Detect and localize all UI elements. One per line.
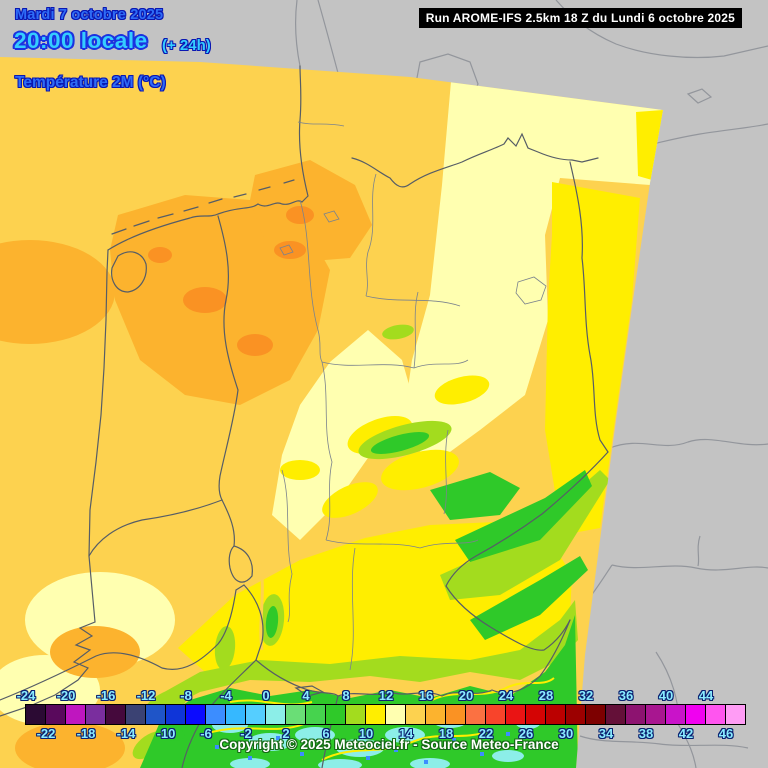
scale-cell [226,705,246,724]
scale-tick-label: 16 [418,688,434,703]
scale-cell [566,705,586,724]
scale-tick-label: -14 [116,726,136,741]
scale-tick-label: 8 [342,688,350,703]
scale-tick-label: 26 [518,726,534,741]
scale-tick-label: -18 [76,726,96,741]
scale-tick-label: 20 [458,688,474,703]
scale-tick-label: -16 [96,688,116,703]
parameter-label: Température 2M (°C) [15,74,166,91]
scale-tick-label: 42 [678,726,694,741]
scale-tick-label: 28 [538,688,554,703]
scale-cell [306,705,326,724]
scale-tick-label: 14 [398,726,414,741]
scale-tick-label: 34 [598,726,614,741]
scale-cell [346,705,366,724]
scale-cell [726,705,745,724]
scale-tick-label: 36 [618,688,634,703]
scale-cell [106,705,126,724]
scale-tick-label: 2 [282,726,290,741]
scale-tick-label: -24 [16,688,36,703]
scale-tick-label: -4 [220,688,232,703]
scale-cell [706,705,726,724]
scale-tick-label: -10 [156,726,176,741]
map-borders-states [279,121,547,671]
scale-cell [126,705,146,724]
scale-cell [646,705,666,724]
scale-cell [66,705,86,724]
scale-tick-label: 44 [698,688,714,703]
scale-tick-label: -2 [240,726,252,741]
scale-cell [166,705,186,724]
scale-tick-label: -12 [136,688,156,703]
scale-cell [506,705,526,724]
scale-tick-label: -6 [200,726,212,741]
scale-cell [626,705,646,724]
scale-tick-label: 12 [378,688,394,703]
scale-cell [686,705,706,724]
scale-tick-label: 6 [322,726,330,741]
scale-cell [586,705,606,724]
scale-tick-label: -20 [56,688,76,703]
scale-cell [386,705,406,724]
scale-tick-label: 40 [658,688,674,703]
run-offset-label: (+ 24h) [162,37,211,54]
scale-cell [466,705,486,724]
scale-tick-label: 30 [558,726,574,741]
scale-cell [486,705,506,724]
scale-cell [266,705,286,724]
scale-cell [666,705,686,724]
scale-tick-label: 38 [638,726,654,741]
scale-cell [246,705,266,724]
scale-tick-label: 0 [262,688,270,703]
scale-tick-label: 24 [498,688,514,703]
scale-cell [146,705,166,724]
scale-cell [546,705,566,724]
scale-cell [286,705,306,724]
time-label: 20:00 locale [14,28,148,53]
date-label: Mardi 7 octobre 2025 [15,7,164,23]
scale-cell [206,705,226,724]
color-scale-bar [25,704,746,725]
scale-cell [446,705,466,724]
scale-tick-label: 32 [578,688,594,703]
copyright-text: Copyright © 2025 Meteociel.fr - Source M… [219,737,559,752]
scale-tick-label: 4 [302,688,310,703]
map-borders-countries [0,65,609,768]
scale-tick-label: -8 [180,688,192,703]
scale-tick-label: 46 [718,726,734,741]
scale-tick-label: 10 [358,726,374,741]
scale-cell [366,705,386,724]
scale-cell [326,705,346,724]
scale-cell [86,705,106,724]
scale-cell [26,705,46,724]
run-info-text: Run AROME-IFS 2.5km 18 Z du Lundi 6 octo… [425,11,735,25]
scale-cell [526,705,546,724]
scale-cell [426,705,446,724]
scale-tick-label: 22 [478,726,494,741]
scale-cell [606,705,626,724]
scale-cell [406,705,426,724]
scale-tick-label: 18 [438,726,454,741]
scale-cell [46,705,66,724]
run-info-box: Run AROME-IFS 2.5km 18 Z du Lundi 6 octo… [418,8,742,28]
scale-cell [186,705,206,724]
scale-tick-label: -22 [36,726,56,741]
